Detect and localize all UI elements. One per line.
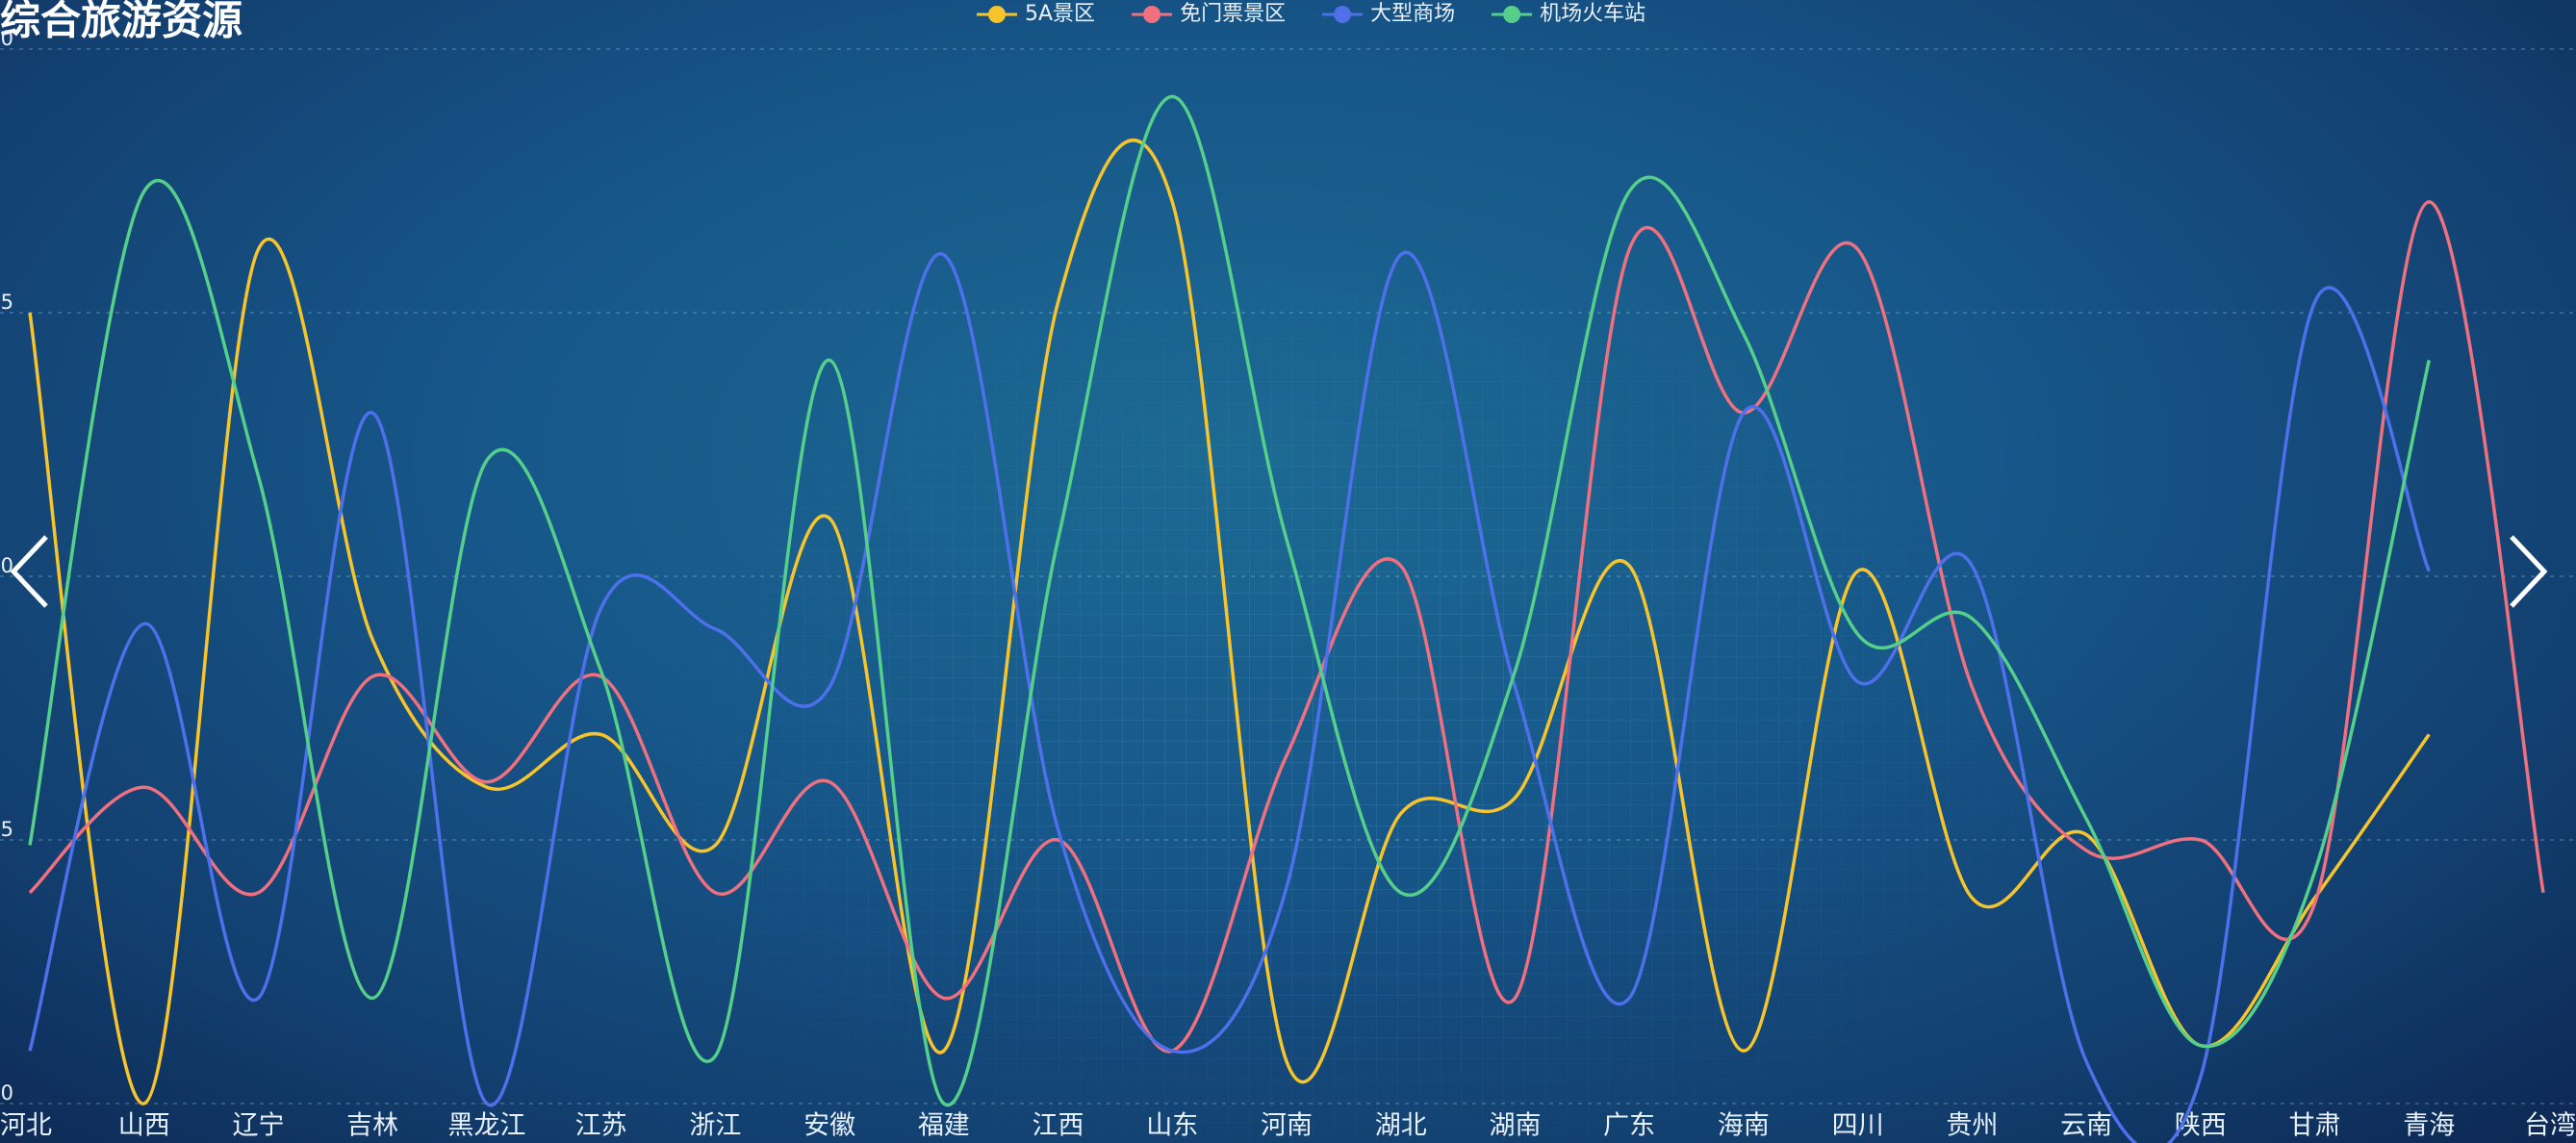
legend-label: 机场火车站: [1540, 2, 1645, 26]
series-line: [28, 139, 2431, 1105]
y-tick-label: 15: [0, 291, 13, 314]
prev-arrow[interactable]: [10, 535, 48, 608]
background-mesh: [577, 115, 2117, 1143]
legend: 5A景区 免门票景区 大型商场 机场火车站: [977, 2, 1645, 26]
x-tick-label: 四川: [1832, 1111, 1884, 1141]
x-tick-label: 海南: [1718, 1111, 1770, 1141]
y-tick-label: 5: [1, 818, 13, 841]
x-tick-label: 河北: [0, 1111, 52, 1141]
x-tick-label: 吉林: [346, 1111, 398, 1141]
y-tick-label: 10: [0, 554, 13, 577]
x-tick-label: 湖南: [1489, 1111, 1541, 1141]
x-tick-label: 江西: [1033, 1111, 1084, 1141]
x-tick-label: 安徽: [803, 1111, 855, 1141]
legend-item: 5A景区: [977, 2, 1095, 26]
legend-item: 免门票景区: [1132, 2, 1286, 26]
x-tick-label: 山西: [118, 1111, 170, 1141]
y-tick-label: 0: [1, 1081, 13, 1105]
x-tick-label: 辽宁: [232, 1111, 284, 1141]
legend-label: 5A景区: [1025, 2, 1095, 26]
x-tick-label: 福建: [918, 1111, 970, 1141]
chart-title: 综合旅游资源: [0, 0, 242, 44]
next-arrow[interactable]: [2510, 535, 2548, 608]
x-tick-label: 江苏: [575, 1111, 627, 1141]
x-tick-label: 甘肃: [2289, 1111, 2341, 1141]
legend-dot: [1143, 6, 1161, 23]
series-line: [28, 200, 2545, 1054]
x-tick-label: 山东: [1146, 1111, 1198, 1141]
legend-item: 大型商场: [1322, 2, 1455, 26]
y-tick-label: 20: [0, 27, 13, 50]
legend-dot: [1334, 6, 1352, 23]
legend-dot: [988, 6, 1006, 23]
legend-dot: [1503, 6, 1521, 23]
legend-item: 机场火车站: [1492, 2, 1645, 26]
series-line: [28, 250, 2431, 1143]
x-tick-label: 台湾: [2524, 1111, 2576, 1141]
legend-label: 大型商场: [1370, 2, 1455, 26]
x-tick-label: 云南: [2060, 1111, 2112, 1141]
x-tick-label: 贵州: [1946, 1111, 1998, 1141]
legend-label: 免门票景区: [1180, 2, 1286, 26]
x-tick-label: 湖北: [1375, 1111, 1427, 1141]
x-tick-label: 广东: [1603, 1111, 1655, 1141]
x-tick-label: 青海: [2403, 1111, 2455, 1141]
x-tick-label: 黑龙江: [447, 1111, 525, 1141]
plot: 0 5 10 15 20 河北 山西 辽宁 吉林 黑龙江 江苏 浙江 安徽 福建 江西 山东 河南 湖北 湖南 广东 海…: [0, 27, 2576, 1143]
x-tick-label: 浙江: [689, 1111, 741, 1141]
x-tick-label: 河南: [1261, 1111, 1313, 1141]
series-line: [28, 94, 2431, 1107]
